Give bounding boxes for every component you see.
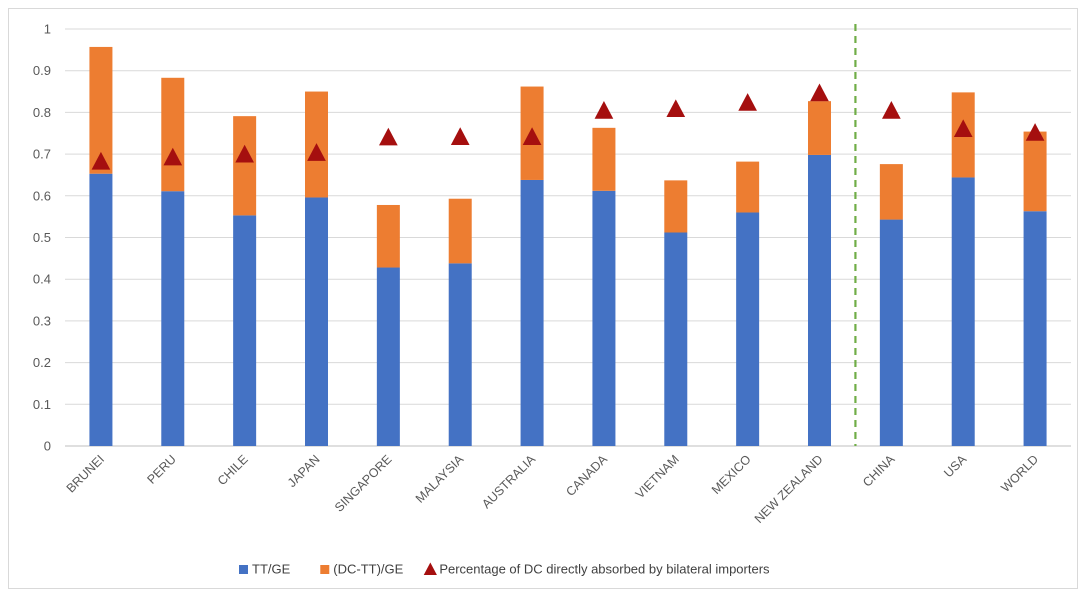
chart-svg: 0 0.1 0.2 0.3 0.4 0.5 0.6 0.7 0.8 0.9 1 BRUNEI PERU… [33,22,1071,577]
marker-canada [594,101,614,119]
y-tick-label: 0.1 [33,397,51,412]
y-tick-label: 0.7 [33,147,51,162]
bar-dctt-new-zealand [808,101,831,155]
x-tick-label: SINGAPORE [332,452,394,514]
legend-swatch-ttge [239,565,248,574]
bar-ttge-chile [233,215,257,446]
x-tick-label: CANADA [563,452,610,499]
legend-label: (DC-TT)/GE [333,562,403,577]
legend-swatch-triangle [423,562,437,576]
bar-ttge-china [879,219,903,446]
y-tick-label: 0.5 [33,230,51,245]
marker-singapore [379,127,398,146]
y-tick-label: 0.4 [33,272,51,287]
marker-usa [953,119,973,138]
bar-ttge-japan [305,197,328,446]
y-tick-label: 0.6 [33,188,51,203]
bar-ttge-mexico [736,212,760,446]
y-tick-label: 0.3 [33,313,51,328]
x-tick-label: MALAYSIA [413,452,467,506]
x-tick-label: WORLD [998,452,1041,495]
bar-ttge-usa [951,177,975,446]
gridlines [65,28,1071,447]
legend-label: TT/GE [252,562,291,577]
x-tick-label: AUSTRALIA [479,452,538,511]
legend-swatch-dctt [320,565,330,574]
bars [89,46,1047,447]
x-tick-label: BRUNEI [64,452,107,495]
bar-dctt-singapore [376,204,400,268]
marker-mexico [738,93,757,111]
x-tick-label: MEXICO [709,452,754,497]
y-tick-label: 0.8 [33,105,51,120]
marker-china [882,101,901,119]
bar-dctt-world [1023,131,1047,212]
bar-dctt-peru [161,77,185,192]
bar-ttge-singapore [376,267,400,446]
x-tick-label: USA [941,452,970,481]
bar-dctt-malaysia [448,198,472,264]
y-tick-labels: 0 0.1 0.2 0.3 0.4 0.5 0.6 0.7 0.8 0.9 1 [33,22,51,454]
bar-dctt-mexico [736,161,760,213]
y-tick-label: 0.2 [33,355,51,370]
x-tick-labels: BRUNEI PERU CHILE JAPAN SINGAPORE MALAYSIA AUS… [64,452,1041,526]
marker-japan [307,143,326,161]
marker-world [1025,123,1045,141]
bar-ttge-new-zealand [808,154,831,446]
marker-australia [522,127,542,145]
marker-brunei [91,151,111,170]
legend-label: Percentage of DC directly absorbed by bi… [439,562,770,577]
marker-chile [235,144,254,163]
bar-dctt-canada [592,127,616,191]
x-tick-label: VIETNAM [633,452,682,501]
triangle-markers [91,83,1045,170]
bar-dctt-chile [233,116,257,216]
bar-dctt-vietnam [664,180,688,233]
x-tick-label: CHINA [860,452,898,490]
bar-ttge-australia [520,179,544,447]
x-tick-label: NEW ZEALAND [752,452,826,526]
bar-dctt-china [879,164,903,220]
y-tick-label: 0.9 [33,63,51,78]
x-tick-label: JAPAN [285,452,323,490]
legend: TT/GE (DC-TT)/GE Percentage of DC directly… [239,562,770,577]
chart-frame: 0 0.1 0.2 0.3 0.4 0.5 0.6 0.7 0.8 0.9 1 BRUNEI PERU… [8,8,1078,589]
x-tick-label: CHILE [215,452,251,488]
marker-peru [163,147,183,166]
marker-new-zealand [810,83,829,102]
bar-ttge-malaysia [448,263,472,446]
marker-malaysia [450,127,470,145]
bar-ttge-peru [161,191,185,446]
bar-ttge-brunei [89,173,113,446]
x-tick-label: PERU [144,452,178,486]
y-tick-label: 0 [44,439,51,454]
y-tick-label: 1 [44,22,51,37]
bar-ttge-vietnam [664,232,688,446]
marker-vietnam [666,99,686,118]
bar-ttge-world [1023,211,1047,446]
bar-dctt-brunei [89,46,113,174]
bar-ttge-canada [592,190,616,446]
